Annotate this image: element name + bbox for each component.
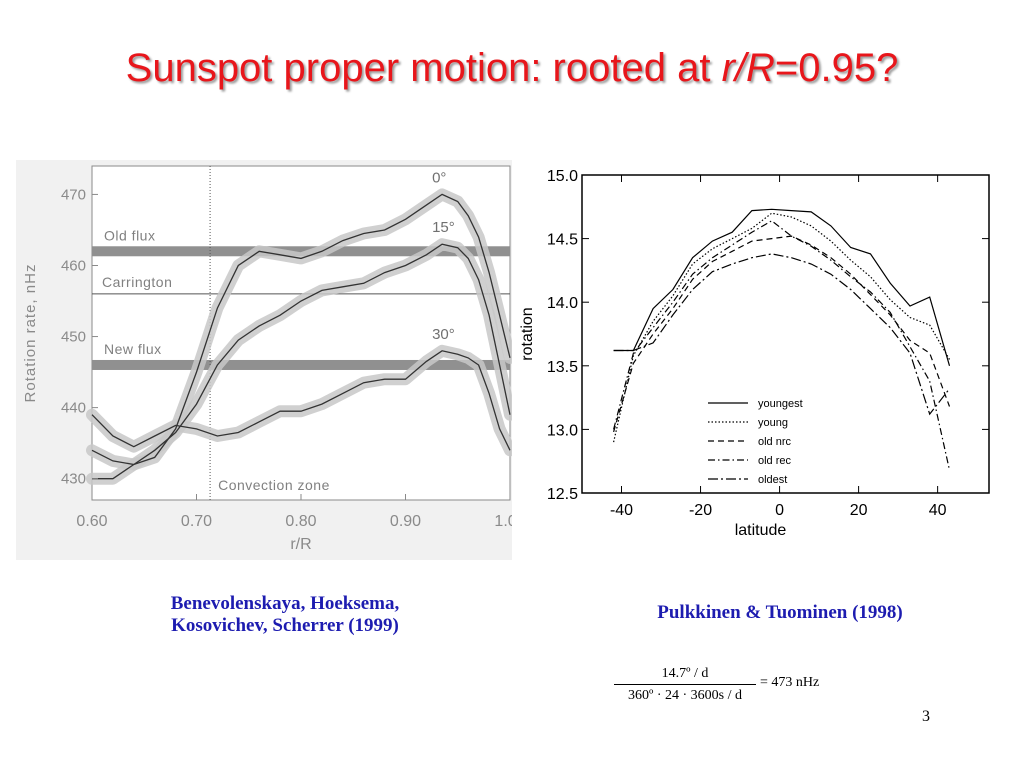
rotation-rate-chart-svg: Old flux New flux Carrington Convection zon…: [22, 165, 526, 553]
formula-numerator: 14.7º / d: [661, 666, 709, 681]
convection-zone-label: Convection zone: [218, 477, 330, 493]
x-tick-label: 0.90: [390, 513, 421, 530]
rotation-latitude-chart: -40 -20 0 20 40 12.5 13.0 13.5 14.0 14.5 15.0 young…: [512, 160, 998, 560]
rotation-rate-chart: Old flux New flux Carrington Convection zon…: [16, 160, 526, 560]
rotation-latitude-chart-svg: -40 -20 0 20 40 12.5 13.0 13.5 14.0 14.5 15.0 young…: [519, 168, 990, 539]
conversion-formula: 14.7º / d 360º · 24 · 3600s / d = 473 nH…: [614, 664, 834, 712]
band-label-old-flux: Old flux: [104, 227, 155, 243]
band-label-new-flux: New flux: [104, 341, 162, 357]
legend-label-youngest: youngest: [758, 398, 803, 410]
right-figure-citation: Pulkkinen & Tuominen (1998): [657, 602, 903, 623]
slide-title: Sunspot proper motion: rooted at r/R=0.9…: [0, 46, 1024, 91]
x-axis-label: r/R: [290, 536, 311, 553]
band-old-flux: [92, 246, 510, 257]
series-line-old-rec: [613, 220, 951, 471]
series-line-0: [91, 193, 511, 466]
x-tick-label: 1.00: [494, 513, 512, 530]
y-axis-label: Rotation rate, nHz: [22, 264, 39, 403]
series-line-oldest: [613, 253, 950, 416]
fraction-bar: [614, 684, 756, 685]
legend-label-old-nrc: old nrc: [758, 436, 792, 448]
y-tick-label: 430: [61, 471, 86, 488]
y-tick-label: 470: [61, 186, 86, 203]
series-label-30: 30°: [432, 326, 455, 343]
y-tick-label: 450: [61, 329, 86, 346]
title-suffix: =0.95?: [774, 46, 899, 90]
series-line-old-nrc: [613, 235, 951, 433]
series-line-15: [92, 243, 511, 480]
legend-label-oldest: oldest: [758, 474, 787, 486]
title-prefix: Sunspot proper motion: rooted at: [125, 46, 722, 90]
y-axis-label: rotation: [519, 307, 536, 360]
x-tick-label: -20: [689, 502, 712, 519]
legend-label-young: young: [758, 417, 788, 429]
left-citation-line-1: Benevolenskaya, Hoeksema,: [170, 593, 400, 614]
x-tick-label: 40: [929, 502, 947, 519]
page-number: 3: [922, 708, 930, 725]
series-label-0: 0°: [432, 169, 446, 186]
plot-frame: [581, 174, 990, 494]
x-axis-label: latitude: [735, 522, 787, 539]
x-tick-label: -40: [610, 502, 633, 519]
series-line-30: [91, 350, 511, 451]
series-line-youngest: [613, 208, 951, 366]
y-tick-label: 14.0: [547, 295, 578, 312]
x-tick-label: 0: [775, 502, 784, 519]
x-tick-label: 0.60: [76, 513, 107, 530]
left-citation-line-2: Kosovichev, Scherrer (1999): [171, 615, 399, 636]
x-tick-label: 20: [850, 502, 868, 519]
left-figure-citation: Benevolenskaya, Hoeksema, Kosovichev, Sc…: [120, 593, 450, 637]
x-tick-label: 0.80: [285, 513, 316, 530]
y-tick-label: 15.0: [547, 168, 578, 185]
series-line-young: [613, 212, 951, 443]
series-label-15: 15°: [432, 219, 455, 236]
y-tick-label: 13.5: [547, 359, 578, 376]
legend-label-old-rec: old rec: [758, 455, 792, 467]
formula-denominator: 360º · 24 · 3600s / d: [627, 688, 742, 703]
carrington-label: Carrington: [102, 274, 172, 290]
y-tick-label: 12.5: [547, 486, 578, 503]
y-tick-label: 440: [61, 400, 86, 417]
title-italic: r/R: [721, 46, 775, 90]
formula-fraction: 14.7º / d 360º · 24 · 3600s / d: [614, 664, 756, 705]
y-tick-label: 14.5: [547, 232, 578, 249]
formula-result: = 473 nHz: [760, 675, 820, 690]
y-tick-label: 13.0: [547, 422, 578, 439]
y-tick-label: 460: [61, 257, 86, 274]
band-new-flux: [92, 359, 510, 370]
x-tick-label: 0.70: [181, 513, 212, 530]
